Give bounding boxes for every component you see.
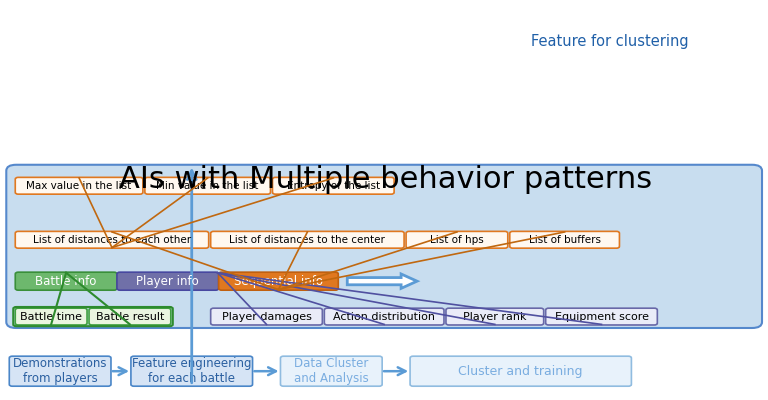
- Text: Entropy of the list: Entropy of the list: [286, 181, 380, 191]
- Text: Player rank: Player rank: [463, 312, 527, 322]
- Text: AIs with Multiple behavior patterns: AIs with Multiple behavior patterns: [118, 165, 652, 194]
- Polygon shape: [347, 274, 417, 288]
- Text: List of buffers: List of buffers: [528, 235, 601, 245]
- FancyBboxPatch shape: [15, 308, 87, 325]
- FancyBboxPatch shape: [145, 177, 270, 194]
- FancyBboxPatch shape: [510, 231, 620, 248]
- FancyBboxPatch shape: [6, 165, 762, 328]
- Text: Demonstrations
from players: Demonstrations from players: [13, 357, 108, 385]
- FancyBboxPatch shape: [15, 177, 143, 194]
- Text: Max value in the list: Max value in the list: [26, 181, 131, 191]
- Text: Feature for clustering: Feature for clustering: [531, 34, 688, 49]
- Text: Equipment score: Equipment score: [554, 312, 648, 322]
- Text: Action distribution: Action distribution: [333, 312, 435, 322]
- Text: Player damages: Player damages: [222, 312, 312, 322]
- Text: Cluster and training: Cluster and training: [458, 365, 583, 378]
- Text: Player info: Player info: [137, 275, 199, 288]
- Text: Min value in the list: Min value in the list: [157, 181, 259, 191]
- Text: Battle info: Battle info: [35, 275, 97, 288]
- FancyBboxPatch shape: [324, 308, 444, 325]
- FancyBboxPatch shape: [9, 356, 111, 386]
- FancyBboxPatch shape: [219, 272, 338, 290]
- FancyBboxPatch shape: [410, 356, 631, 386]
- FancyBboxPatch shape: [131, 356, 253, 386]
- Text: Data Cluster
and Analysis: Data Cluster and Analysis: [294, 357, 369, 385]
- FancyBboxPatch shape: [15, 231, 209, 248]
- Text: List of distances to each other: List of distances to each other: [33, 235, 191, 245]
- FancyBboxPatch shape: [273, 177, 394, 194]
- FancyBboxPatch shape: [89, 308, 170, 325]
- FancyBboxPatch shape: [117, 272, 219, 290]
- Text: Battle time: Battle time: [20, 312, 82, 322]
- FancyBboxPatch shape: [210, 308, 323, 325]
- FancyBboxPatch shape: [15, 272, 117, 290]
- FancyBboxPatch shape: [546, 308, 657, 325]
- Text: Sequential info: Sequential info: [234, 275, 323, 288]
- FancyBboxPatch shape: [210, 231, 404, 248]
- Text: List of distances to the center: List of distances to the center: [230, 235, 386, 245]
- Text: Feature engineering
for each battle: Feature engineering for each battle: [132, 357, 251, 385]
- FancyBboxPatch shape: [280, 356, 382, 386]
- FancyBboxPatch shape: [406, 231, 508, 248]
- Text: List of hps: List of hps: [430, 235, 484, 245]
- Text: Battle result: Battle result: [96, 312, 164, 322]
- FancyBboxPatch shape: [446, 308, 544, 325]
